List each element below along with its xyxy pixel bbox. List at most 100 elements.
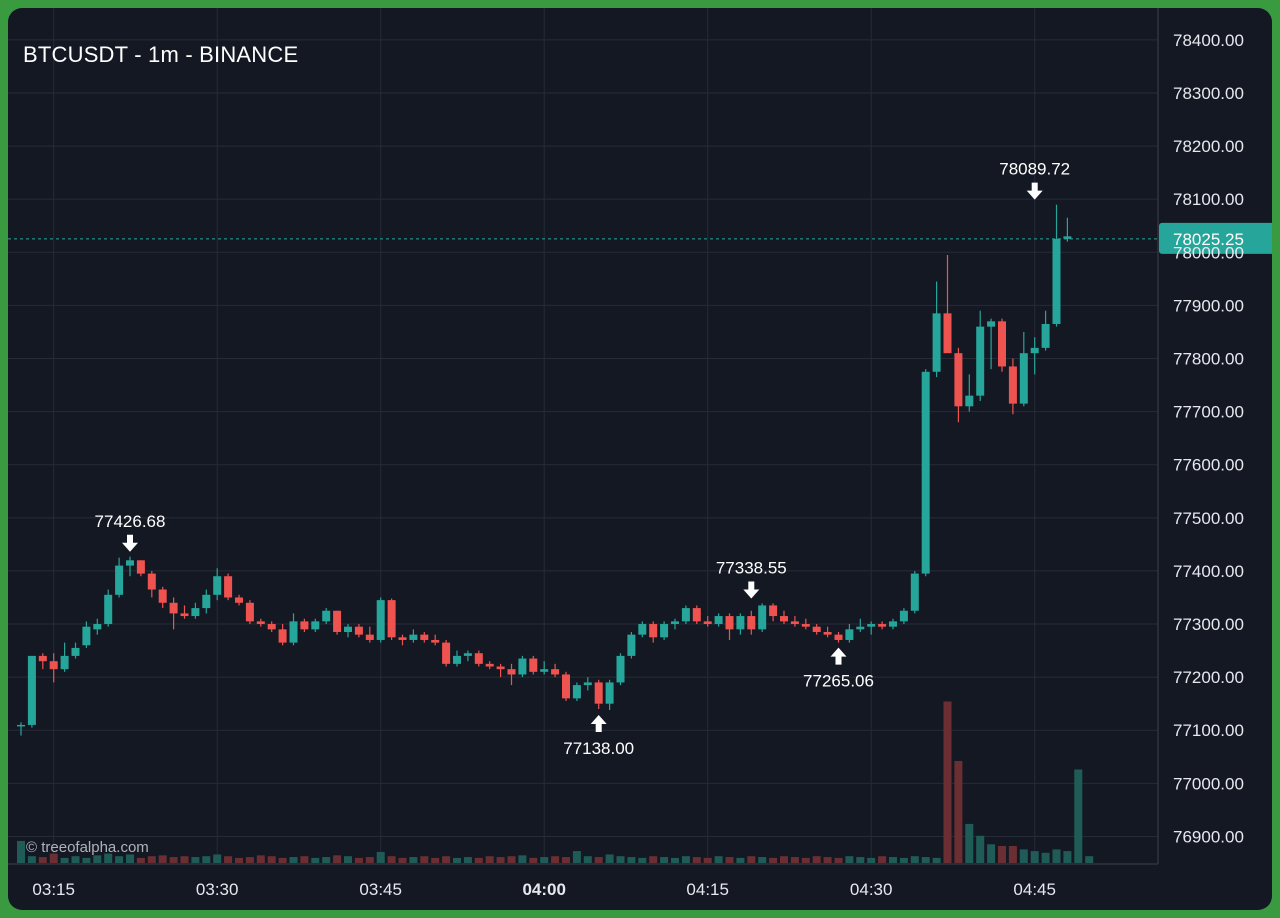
- volume-bar: [49, 853, 58, 863]
- candle-body: [496, 666, 505, 670]
- volume-bar: [692, 857, 701, 863]
- volume-bar: [812, 856, 821, 863]
- candle-body: [104, 594, 113, 625]
- candle-body: [671, 621, 679, 625]
- volume-bar: [725, 857, 734, 863]
- candle-body: [431, 639, 440, 643]
- volume-bar: [551, 856, 560, 863]
- volume-bar: [758, 857, 767, 863]
- candlestick-chart[interactable]: 78025.25 77426.68 77338.55 78089.72 77138.0…: [8, 8, 1272, 910]
- candle-body: [976, 326, 985, 396]
- volume-bar: [333, 855, 342, 863]
- volume-bar: [681, 856, 690, 863]
- volume-bar: [769, 857, 778, 863]
- volume-bar: [998, 846, 1006, 863]
- grid-lines: [8, 8, 1158, 863]
- candle-body: [136, 560, 145, 574]
- annotation-label: 77265.06: [803, 672, 874, 691]
- annotation: 77265.06: [803, 647, 874, 691]
- volume-bar: [627, 857, 636, 863]
- candle-body: [17, 724, 25, 727]
- volume-bar: [38, 857, 47, 863]
- volume-bar: [191, 857, 200, 863]
- candle-body: [158, 589, 167, 603]
- volume-bar: [714, 856, 723, 863]
- candle-body: [485, 663, 494, 667]
- volume-bar: [594, 857, 603, 863]
- candle-body: [769, 605, 778, 617]
- candle-body: [420, 634, 429, 640]
- volume-bar: [1063, 851, 1072, 863]
- candle-body: [169, 602, 178, 614]
- candle-body: [681, 608, 690, 622]
- candle-body: [278, 629, 287, 643]
- volume-bar: [496, 857, 505, 863]
- volume-bar: [921, 857, 930, 863]
- volume-bar: [660, 857, 669, 863]
- candle-body: [27, 655, 36, 725]
- volume-bar: [780, 856, 788, 863]
- x-tick-label: 03:30: [196, 880, 239, 899]
- candle-body: [627, 634, 636, 656]
- candle-body: [256, 621, 265, 625]
- x-tick-label: 04:15: [686, 880, 729, 899]
- volume-bar: [1008, 846, 1017, 863]
- arrow-down-icon: [743, 581, 760, 599]
- candle-body: [376, 600, 385, 640]
- candle-body: [398, 637, 407, 640]
- volume-bar: [126, 854, 134, 863]
- y-tick-label: 78300.00: [1173, 84, 1244, 103]
- annotation-label: 77138.00: [563, 739, 634, 758]
- current-price-badge: [1159, 222, 1272, 254]
- candle-body: [692, 608, 701, 622]
- volume-bar: [278, 857, 287, 863]
- y-tick-label: 78000.00: [1173, 243, 1244, 262]
- volume-bar: [899, 857, 908, 863]
- y-tick-label: 77000.00: [1173, 774, 1244, 793]
- y-tick-label: 77500.00: [1173, 509, 1244, 528]
- candle-body: [1052, 238, 1061, 324]
- candle-body: [965, 395, 974, 407]
- candle-body: [889, 621, 897, 627]
- volume-bar: [158, 855, 167, 863]
- volume-bar: [235, 857, 243, 863]
- candle-body: [834, 634, 843, 640]
- volume-bar: [267, 856, 276, 863]
- volume-bar: [463, 857, 472, 863]
- volume-bar: [736, 857, 745, 863]
- time-axis[interactable]: 03:15 03:30 03:45 04:00 04:15 04:30 04:45: [8, 863, 1158, 899]
- candle-body: [365, 634, 374, 640]
- y-tick-label: 77300.00: [1173, 615, 1244, 634]
- watermark: © treeofalpha.com: [26, 839, 149, 856]
- volume-bar: [856, 857, 865, 863]
- volume-bar: [27, 856, 36, 863]
- y-tick-label: 78100.00: [1173, 190, 1244, 209]
- y-tick-label: 76900.00: [1173, 827, 1244, 846]
- volume-bar: [420, 856, 429, 863]
- arrow-up-icon: [830, 647, 847, 665]
- volume-bar: [245, 857, 254, 863]
- volume-bar: [801, 857, 810, 863]
- candle-body: [594, 682, 603, 704]
- volume-bar: [867, 857, 876, 863]
- volume-bar: [147, 856, 156, 863]
- candle-body: [518, 658, 527, 675]
- annotation-label: 77426.68: [95, 512, 166, 531]
- candle-body: [387, 600, 396, 638]
- candle-body: [551, 669, 560, 675]
- candle-body: [311, 621, 320, 630]
- volume-bar: [507, 856, 516, 863]
- candle-body: [1019, 353, 1028, 404]
- y-tick-label: 77900.00: [1173, 296, 1244, 315]
- annotation-label: 77338.55: [716, 559, 787, 578]
- chart-panel[interactable]: 78025.25 77426.68 77338.55 78089.72 77138.0…: [8, 8, 1272, 910]
- price-axis[interactable]: 78400.00 78300.00 78200.00 78100.00 78000.00…: [1157, 8, 1244, 864]
- volume-bar: [485, 856, 494, 863]
- x-tick-label: 03:45: [359, 880, 402, 899]
- candle-body: [823, 631, 832, 635]
- annotation: 77138.00: [563, 715, 634, 758]
- candle-body: [71, 647, 80, 656]
- volume-bar: [322, 857, 331, 863]
- candle-body: [224, 576, 233, 598]
- volume-bar: [649, 856, 658, 863]
